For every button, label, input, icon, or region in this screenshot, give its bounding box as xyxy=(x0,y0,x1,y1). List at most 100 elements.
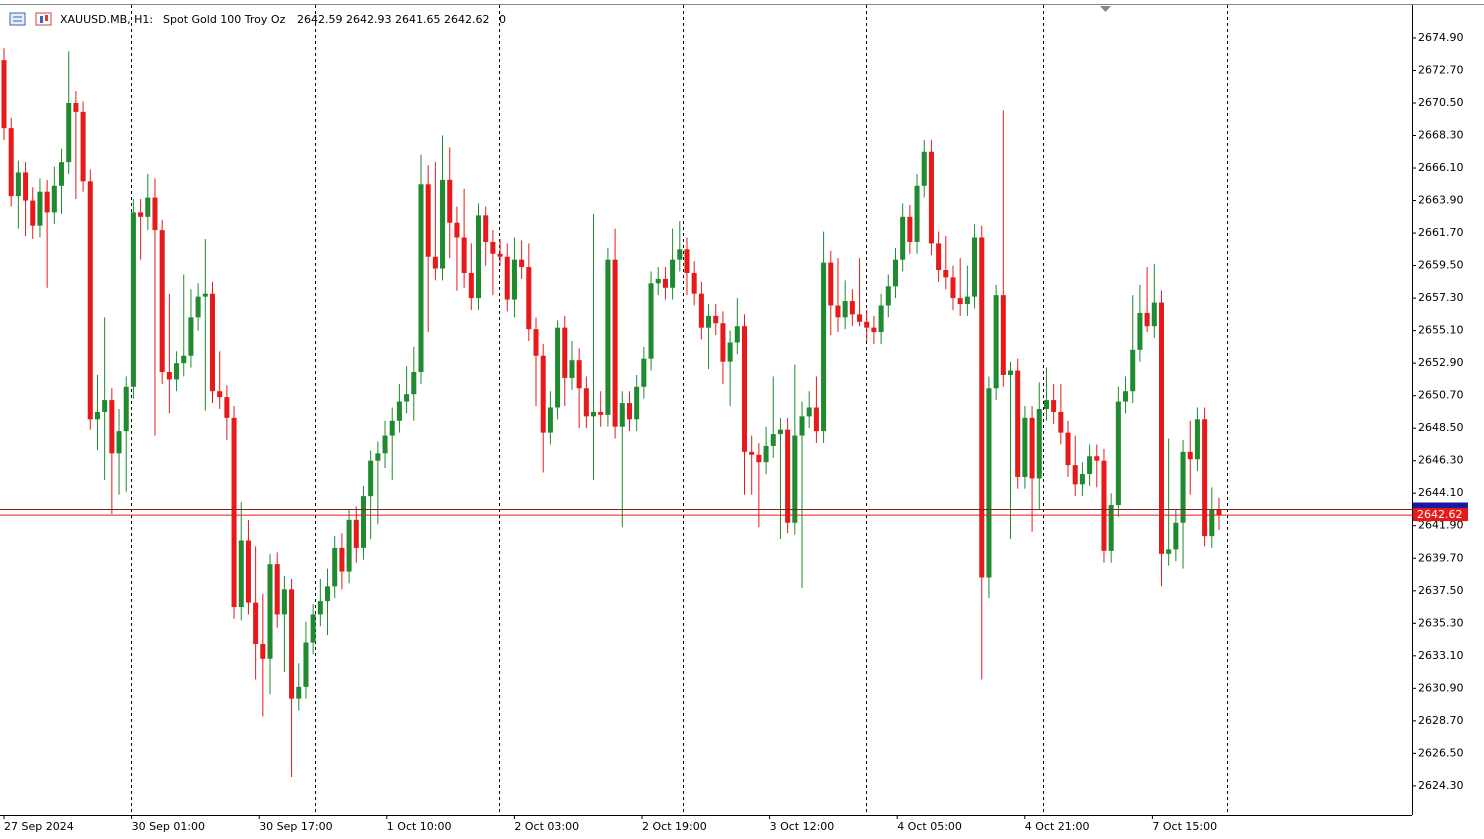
candle-body xyxy=(857,314,863,322)
candle-body xyxy=(878,305,884,333)
candle-body xyxy=(1101,460,1107,551)
x-tick-label: 7 Oct 15:00 xyxy=(1152,820,1217,833)
candle-body xyxy=(404,394,410,402)
candle-body xyxy=(145,197,151,217)
candle-body xyxy=(662,278,668,288)
candle-body xyxy=(777,429,783,435)
candle-body xyxy=(66,102,72,163)
candle-body xyxy=(281,589,287,615)
candle-body xyxy=(583,388,589,417)
candle-body xyxy=(195,296,201,318)
candle-body xyxy=(979,237,985,578)
candle-body xyxy=(37,191,43,226)
candle-body xyxy=(964,296,970,305)
candle-body xyxy=(15,172,21,197)
candle-body xyxy=(540,355,546,433)
chart-icon-bar xyxy=(45,15,48,21)
candle-body xyxy=(332,547,338,587)
candle-body xyxy=(411,372,417,395)
y-tick-label: 2661.70 xyxy=(1418,226,1464,239)
candle-body xyxy=(763,445,769,463)
candle-body xyxy=(303,642,309,687)
x-tick-label: 27 Sep 2024 xyxy=(4,820,74,833)
candle-body xyxy=(1072,465,1078,485)
shift-marker xyxy=(1100,6,1111,12)
candle-body xyxy=(245,540,251,603)
x-tick-label: 4 Oct 05:00 xyxy=(897,820,962,833)
header: XAUUSD.MB, H1: Spot Gold 100 Troy Oz 264… xyxy=(9,12,506,26)
candle-body xyxy=(1130,349,1136,392)
candle-body xyxy=(511,259,517,300)
candle-body xyxy=(1051,400,1057,412)
y-tick-label: 2624.30 xyxy=(1418,779,1464,792)
candle-body xyxy=(598,411,604,415)
candle-body xyxy=(1216,509,1222,516)
candle-body xyxy=(296,686,302,699)
candle-body xyxy=(1029,417,1035,479)
candle-body xyxy=(181,355,187,364)
candle-body xyxy=(1087,456,1093,475)
candle-body xyxy=(475,215,482,299)
candle-body xyxy=(835,305,841,318)
candle-body xyxy=(217,391,223,398)
candle-body xyxy=(231,417,237,608)
candle-body xyxy=(418,184,424,373)
candle-body xyxy=(727,342,733,362)
x-tick-label: 30 Sep 17:00 xyxy=(259,820,332,833)
candle-body xyxy=(936,243,942,271)
bid-box xyxy=(1413,508,1468,522)
candle-body xyxy=(1158,302,1165,554)
candle-body xyxy=(80,111,86,182)
candle-body xyxy=(928,151,934,244)
y-tick-label: 2670.50 xyxy=(1418,96,1464,109)
candle-body xyxy=(310,614,316,643)
candle-body xyxy=(238,540,244,608)
y-tick-label: 2650.70 xyxy=(1418,389,1464,402)
candle-body xyxy=(706,315,712,328)
candle-body xyxy=(749,451,755,455)
y-tick-label: 2674.90 xyxy=(1418,31,1464,44)
candle-body xyxy=(58,162,65,186)
y-tick-label: 2672.70 xyxy=(1418,63,1464,76)
y-tick-label: 2639.70 xyxy=(1418,551,1464,564)
candle-body xyxy=(325,586,331,602)
candle-body xyxy=(109,400,115,454)
candle-body xyxy=(842,301,848,318)
candle-body xyxy=(921,151,927,186)
candle-body xyxy=(533,329,539,356)
candle-body xyxy=(813,407,819,432)
candle-body xyxy=(591,411,597,417)
candle-body xyxy=(799,416,805,436)
candle-body xyxy=(691,272,697,294)
candle-body xyxy=(289,589,295,699)
x-tick-label: 30 Sep 01:00 xyxy=(132,820,205,833)
candle-body xyxy=(562,327,568,378)
bid-label: 2642.62 xyxy=(1417,508,1463,521)
candle-body xyxy=(907,216,913,242)
chart-icon xyxy=(35,12,52,26)
candle-body xyxy=(792,435,798,523)
candle-body xyxy=(950,277,956,299)
candle-body xyxy=(1036,408,1042,479)
candle-body xyxy=(188,317,194,356)
x-tick-label: 4 Oct 21:00 xyxy=(1025,820,1090,833)
y-tick-label: 2652.90 xyxy=(1418,356,1464,369)
candle-body xyxy=(993,295,999,389)
candle-body xyxy=(174,363,180,380)
y-tick-label: 2628.70 xyxy=(1418,714,1464,727)
x-tick-label: 2 Oct 03:00 xyxy=(514,820,579,833)
candle-body xyxy=(892,259,898,287)
candle-body xyxy=(943,270,949,278)
candle-body xyxy=(461,237,467,273)
candle-body xyxy=(166,372,172,380)
y-tick-label: 2637.50 xyxy=(1418,584,1464,597)
candle-body xyxy=(547,407,553,433)
candle-body xyxy=(202,293,208,297)
candle-body xyxy=(641,358,647,387)
y-tick-label: 2668.30 xyxy=(1418,129,1464,142)
y-tick-label: 2630.90 xyxy=(1418,681,1464,694)
candle-body xyxy=(1043,400,1049,409)
ask-box xyxy=(1413,502,1468,511)
candle-body xyxy=(224,397,230,418)
